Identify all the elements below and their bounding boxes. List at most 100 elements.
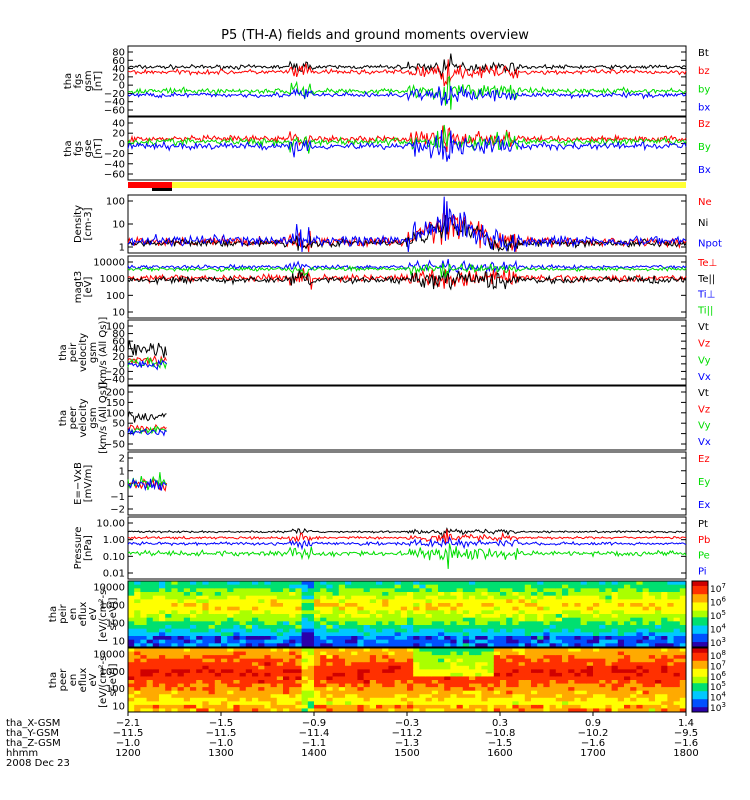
spectrogram-cell [183, 603, 191, 608]
spectrogram-cell [134, 658, 141, 663]
spectrogram-cell [357, 643, 365, 648]
spectrogram-cell [506, 584, 513, 589]
panel-frame [127, 580, 687, 648]
spectrogram-cell [369, 672, 377, 677]
spectrogram-cell [555, 581, 563, 586]
spectrogram-cell [338, 603, 346, 608]
spectrogram-cell [258, 643, 265, 648]
spectrogram-cell [661, 655, 668, 660]
spectrogram-cell [586, 662, 594, 667]
spectrogram-cell [283, 636, 290, 641]
spectrogram-cell [301, 628, 309, 633]
spectrogram-cell [363, 636, 371, 641]
colorbar-cell [692, 585, 708, 589]
spectrogram-cell [444, 599, 451, 604]
spectrogram-cell [183, 636, 191, 641]
spectrogram-cell [140, 662, 148, 667]
spectrogram-cell [177, 655, 185, 660]
spectrogram-cell [593, 680, 600, 685]
spectrogram-cell [394, 621, 402, 626]
spectrogram-cell [159, 704, 166, 709]
spectrogram-cell [134, 680, 141, 685]
spectrogram-cell [679, 704, 687, 709]
spectrogram-cell [574, 658, 582, 663]
spectrogram-cell [283, 581, 290, 586]
spectrogram-cell [376, 648, 383, 653]
spectrogram-cell [475, 603, 482, 608]
spectrogram-cell [338, 655, 346, 660]
spectrogram-cell [537, 639, 544, 644]
spectrogram-cell [568, 708, 575, 713]
spectrogram-cell [599, 581, 606, 586]
spectrogram-cell [450, 704, 458, 709]
spectrogram-cell [140, 690, 148, 695]
spectrogram-cell [462, 610, 470, 615]
spectrogram-cell [202, 701, 210, 706]
spectrogram-cell [481, 599, 489, 604]
spectrogram-cell [642, 690, 650, 695]
x-tick-label: −2.1 [116, 718, 140, 729]
spectrogram-cell [481, 694, 489, 699]
spectrogram-cell [283, 690, 290, 695]
spectrogram-cell [524, 655, 532, 660]
spectrogram-cell [270, 704, 278, 709]
colorbar-cell [692, 659, 708, 662]
spectrogram-cell [357, 662, 365, 667]
spectrogram-cell [655, 614, 662, 619]
spectrogram-cell [537, 599, 544, 604]
spectrogram-cell [332, 704, 340, 709]
spectrogram-cell [320, 595, 327, 600]
spectrogram-cell [202, 639, 210, 644]
spectrogram-cell [487, 632, 495, 637]
spectrogram-cell [165, 708, 172, 713]
spectrogram-cell [388, 625, 396, 630]
spectrogram-cell [500, 643, 507, 648]
spectrogram-cell [611, 687, 619, 692]
spectrogram-cell [568, 632, 575, 637]
spectrogram-cell [320, 655, 327, 660]
spectrogram-cell [351, 610, 358, 615]
spectrogram-cell [462, 625, 470, 630]
spectrogram-cell [481, 595, 489, 600]
spectrogram-cell [190, 581, 197, 586]
spectrogram-cell [283, 697, 290, 702]
spectrogram-cell [456, 690, 464, 695]
spectrogram-cell [295, 628, 303, 633]
spectrogram-cell [636, 669, 644, 674]
spectrogram-cell [549, 614, 557, 619]
spectrogram-cell [673, 708, 681, 713]
spectrogram-cell [450, 588, 458, 593]
spectrogram-cell [208, 603, 216, 608]
spectrogram-cell [208, 708, 216, 713]
spectrogram-cell [500, 690, 507, 695]
spectrogram-cell [171, 584, 179, 589]
spectrogram-cell [537, 701, 544, 706]
spectrogram-cell [159, 614, 166, 619]
spectrogram-cell [655, 687, 662, 692]
spectrogram-cell [661, 617, 668, 622]
spectrogram-cell [425, 632, 433, 637]
spectrogram-cell [314, 628, 321, 633]
spectrogram-cell [493, 694, 501, 699]
spectrogram-cell [630, 621, 637, 626]
spectrogram-cell [493, 662, 501, 667]
spectrogram-cell [605, 694, 613, 699]
spectrogram-cell [580, 606, 588, 611]
spectrogram-cell [152, 694, 160, 699]
spectrogram-cell [363, 628, 371, 633]
spectrogram-cell [183, 676, 191, 681]
spectrogram-cell [444, 636, 451, 641]
spectrogram-cell [332, 697, 340, 702]
spectrogram-cell [605, 636, 613, 641]
colorbar-cell [692, 594, 708, 597]
spectrogram-cell [630, 687, 637, 692]
spectrogram-cell [593, 643, 600, 648]
spectrogram-cell [617, 680, 625, 685]
spectrogram-cell [425, 643, 433, 648]
spectrogram-cell [295, 621, 303, 626]
spectrogram-cell [233, 643, 241, 648]
spectrogram-cell [469, 636, 476, 641]
spectrogram-cell [506, 610, 513, 615]
spectrogram-cell [524, 610, 532, 615]
spectrogram-cell [376, 690, 383, 695]
